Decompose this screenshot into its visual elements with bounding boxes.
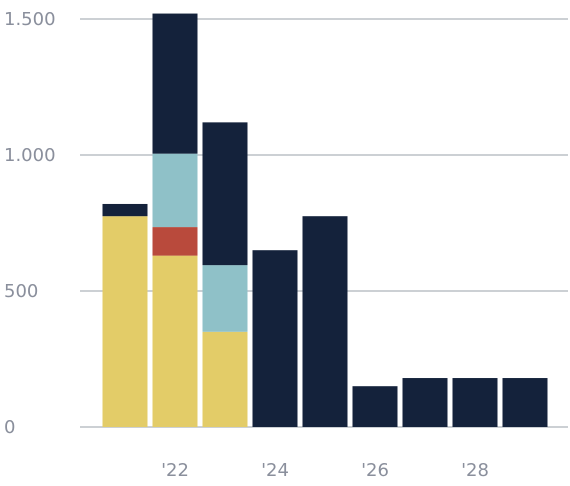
bar-segment-2021-s3 bbox=[102, 203, 148, 217]
bar-segment-2022-s2 bbox=[152, 153, 198, 228]
bar-segment-2025-s3 bbox=[302, 216, 348, 427]
bar-segment-2023-s2 bbox=[202, 265, 248, 332]
y-axis-ticks: 0 500 1.000 1.500 bbox=[4, 9, 56, 438]
x-tick-label: '26 bbox=[361, 460, 389, 481]
bar-segment-2023-s0 bbox=[202, 331, 248, 427]
y-tick-label: 500 bbox=[4, 281, 38, 302]
bar-segment-2026-s3 bbox=[352, 386, 398, 427]
x-tick-label: '24 bbox=[261, 460, 289, 481]
bar-segment-2027-s3 bbox=[402, 378, 448, 427]
bar-segment-2022-s0 bbox=[152, 255, 198, 427]
x-tick-label: '28 bbox=[461, 460, 489, 481]
bar-segment-2024-s3 bbox=[252, 250, 298, 427]
y-tick-label: 0 bbox=[4, 417, 15, 438]
bar-segment-2028-s3 bbox=[452, 378, 498, 427]
x-tick-label: '22 bbox=[161, 460, 189, 481]
bar-segment-2029-s3 bbox=[502, 378, 548, 427]
y-tick-label: 1.000 bbox=[4, 145, 56, 166]
bar-segment-2022-s3 bbox=[152, 13, 198, 154]
bar-segment-2021-s0 bbox=[102, 216, 148, 427]
x-axis-ticks: '22 '24 '26 '28 bbox=[161, 460, 489, 481]
bar-segment-2022-s1 bbox=[152, 227, 198, 256]
bar-segment-2023-s3 bbox=[202, 122, 248, 266]
bar-layer bbox=[102, 13, 548, 427]
y-tick-label: 1.500 bbox=[4, 9, 56, 30]
